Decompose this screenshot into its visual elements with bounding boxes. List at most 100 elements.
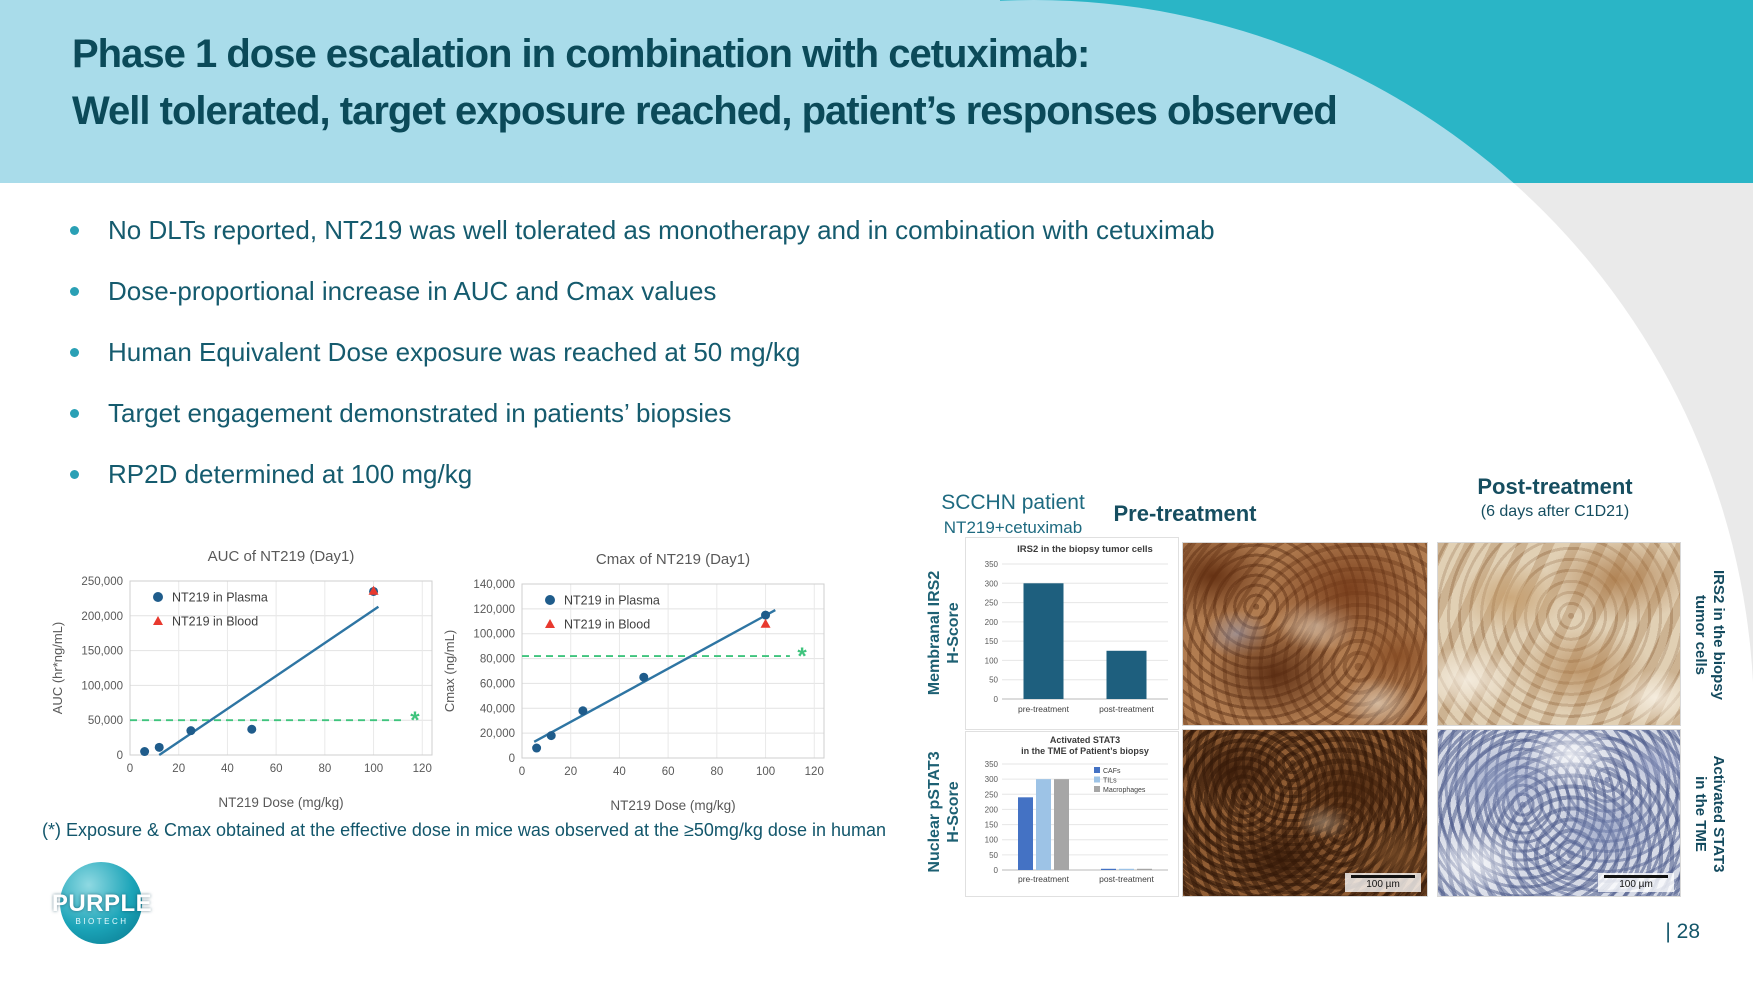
svg-text:250: 250 (985, 599, 999, 608)
svg-text:post-treatment: post-treatment (1099, 704, 1154, 714)
svg-text:pre-treatment: pre-treatment (1018, 704, 1070, 714)
svg-text:80,000: 80,000 (480, 654, 515, 666)
svg-text:CAFs: CAFs (1103, 768, 1121, 775)
row-label-irs2-biopsy: IRS2 in the biopsy tumor cells (1683, 540, 1727, 730)
svg-text:150,000: 150,000 (81, 646, 123, 658)
stat3-bar-chart: Activated STAT3 in the TME of Patient’s b… (965, 731, 1179, 897)
patient-sub-label: NT219+cetuximab (943, 518, 1083, 537)
svg-text:0: 0 (117, 750, 123, 762)
row-label-line: H-Score (945, 602, 963, 664)
svg-text:40,000: 40,000 (480, 703, 515, 715)
svg-text:150: 150 (985, 637, 999, 646)
svg-text:IRS2 in the biopsy tumor cells: IRS2 in the biopsy tumor cells (1017, 544, 1153, 555)
patient-label: SCCHN patient (941, 491, 1085, 514)
svg-text:NT219 in Blood: NT219 in Blood (172, 615, 258, 629)
scale-bar-label: 100 µm (1366, 879, 1400, 890)
post-treatment-subheader: (6 days after C1D21) (1480, 503, 1630, 520)
svg-text:40: 40 (221, 763, 234, 775)
row-label-line: in the TME (1692, 776, 1709, 852)
svg-text:pre-treatment: pre-treatment (1018, 874, 1070, 884)
svg-text:Activated STAT3: Activated STAT3 (1050, 735, 1120, 745)
svg-text:350: 350 (985, 560, 999, 569)
logo-name: PURPLE (51, 890, 153, 917)
svg-text:NT219 in Plasma: NT219 in Plasma (564, 594, 660, 608)
cmax-chart: Cmax of NT219 (Day1) 0 20,000 40,000 60,000 8… (438, 546, 838, 823)
svg-text:300: 300 (985, 579, 999, 588)
svg-text:120: 120 (805, 766, 824, 778)
bullet-item: RP2D determined at 100 mg/kg (62, 458, 1422, 490)
row-label-line: Membranal IRS2 (926, 570, 943, 696)
svg-text:NT219 Dose (mg/kg): NT219 Dose (mg/kg) (610, 798, 735, 813)
post-treatment-header: Post-treatment (1477, 474, 1633, 499)
title-line-2: Well tolerated, target exposure reached,… (72, 89, 1338, 133)
histology-image-stat3-pre: 100 µm (1182, 729, 1428, 897)
svg-text:0: 0 (994, 866, 999, 875)
logo-subname: BIOTECH (75, 917, 129, 926)
svg-text:20,000: 20,000 (480, 728, 515, 740)
row-label-line: IRS2 in the biopsy (1710, 569, 1727, 701)
logo-sphere-icon (60, 862, 142, 944)
svg-text:TILs: TILs (1103, 778, 1117, 785)
svg-text:60: 60 (270, 763, 283, 775)
svg-text:Macrophages: Macrophages (1103, 787, 1146, 794)
svg-text:200,000: 200,000 (81, 611, 123, 623)
svg-text:50: 50 (989, 851, 998, 860)
svg-text:NT219 in Plasma: NT219 in Plasma (172, 591, 268, 605)
scale-bar-line (1604, 875, 1668, 878)
title-line-1: Phase 1 dose escalation in combination w… (72, 32, 1090, 76)
svg-text:120: 120 (413, 763, 432, 775)
bullet-item: Human Equivalent Dose exposure was reach… (62, 336, 1422, 368)
bullet-item: No DLTs reported, NT219 was well tolerat… (62, 214, 1422, 246)
bullet-item: Target engagement demonstrated in patien… (62, 397, 1422, 429)
svg-text:AUC of NT219 (Day1): AUC of NT219 (Day1) (208, 548, 355, 565)
histology-image-stat3-post: 100 µm (1437, 729, 1681, 897)
footnote: (*) Exposure & Cmax obtained at the effe… (42, 820, 887, 840)
row-label-line: Nuclear pSTAT3 (926, 751, 943, 873)
svg-text:NT219 Dose (mg/kg): NT219 Dose (mg/kg) (218, 795, 343, 810)
svg-text:20: 20 (564, 766, 577, 778)
pre-treatment-header: Pre-treatment (1113, 501, 1257, 526)
row-label-line: Activated STAT3 (1710, 755, 1727, 873)
svg-text:150: 150 (985, 821, 999, 830)
svg-text:100: 100 (985, 836, 999, 845)
svg-text:40: 40 (613, 766, 626, 778)
svg-text:60: 60 (662, 766, 675, 778)
svg-text:*: * (410, 707, 420, 734)
svg-text:80: 80 (710, 766, 723, 778)
bullet-item: Dose-proportional increase in AUC and Cm… (62, 275, 1422, 307)
svg-text:post-treatment: post-treatment (1099, 874, 1154, 884)
svg-text:NT219 in Blood: NT219 in Blood (564, 618, 650, 632)
scale-bar-line (1351, 875, 1415, 878)
svg-text:Cmax (ng/mL): Cmax (ng/mL) (442, 630, 457, 712)
svg-text:100,000: 100,000 (81, 680, 123, 692)
svg-text:0: 0 (509, 753, 515, 765)
bullet-list: No DLTs reported, NT219 was well tolerat… (62, 214, 1422, 519)
svg-text:0: 0 (994, 695, 999, 704)
svg-text:80: 80 (318, 763, 331, 775)
scale-bar: 100 µm (1345, 873, 1421, 892)
svg-text:300: 300 (985, 775, 999, 784)
svg-text:50: 50 (989, 676, 998, 685)
svg-text:100,000: 100,000 (473, 629, 515, 641)
svg-text:100: 100 (364, 763, 383, 775)
svg-text:AUC (hr*ng/mL): AUC (hr*ng/mL) (50, 622, 65, 714)
svg-text:100: 100 (756, 766, 775, 778)
histology-image-irs2-post (1437, 542, 1681, 726)
svg-text:200: 200 (985, 618, 999, 627)
irs2-bar-chart: IRS2 in the biopsy tumor cells 0 50 100 150 2… (965, 537, 1179, 730)
row-label-line: tumor cells (1692, 594, 1709, 676)
slide-header (0, 0, 1753, 183)
scale-bar: 100 µm (1598, 873, 1674, 892)
page-title: Phase 1 dose escalation in combination w… (72, 26, 1338, 140)
row-label-activated-stat3: Activated STAT3 in the TME (1683, 719, 1727, 909)
svg-text:Cmax of NT219 (Day1): Cmax of NT219 (Day1) (596, 551, 750, 568)
svg-text:120,000: 120,000 (473, 604, 515, 616)
svg-text:in the TME of Patient’s biopsy: in the TME of Patient’s biopsy (1021, 746, 1149, 756)
company-logo: PURPLE BIOTECH (46, 862, 166, 952)
scale-bar-label: 100 µm (1619, 879, 1653, 890)
svg-text:100: 100 (985, 656, 999, 665)
row-label-line: H-Score (945, 781, 963, 843)
svg-text:50,000: 50,000 (88, 715, 123, 727)
row-label-membranal-irs2: Membranal IRS2 H-Score (925, 538, 969, 728)
